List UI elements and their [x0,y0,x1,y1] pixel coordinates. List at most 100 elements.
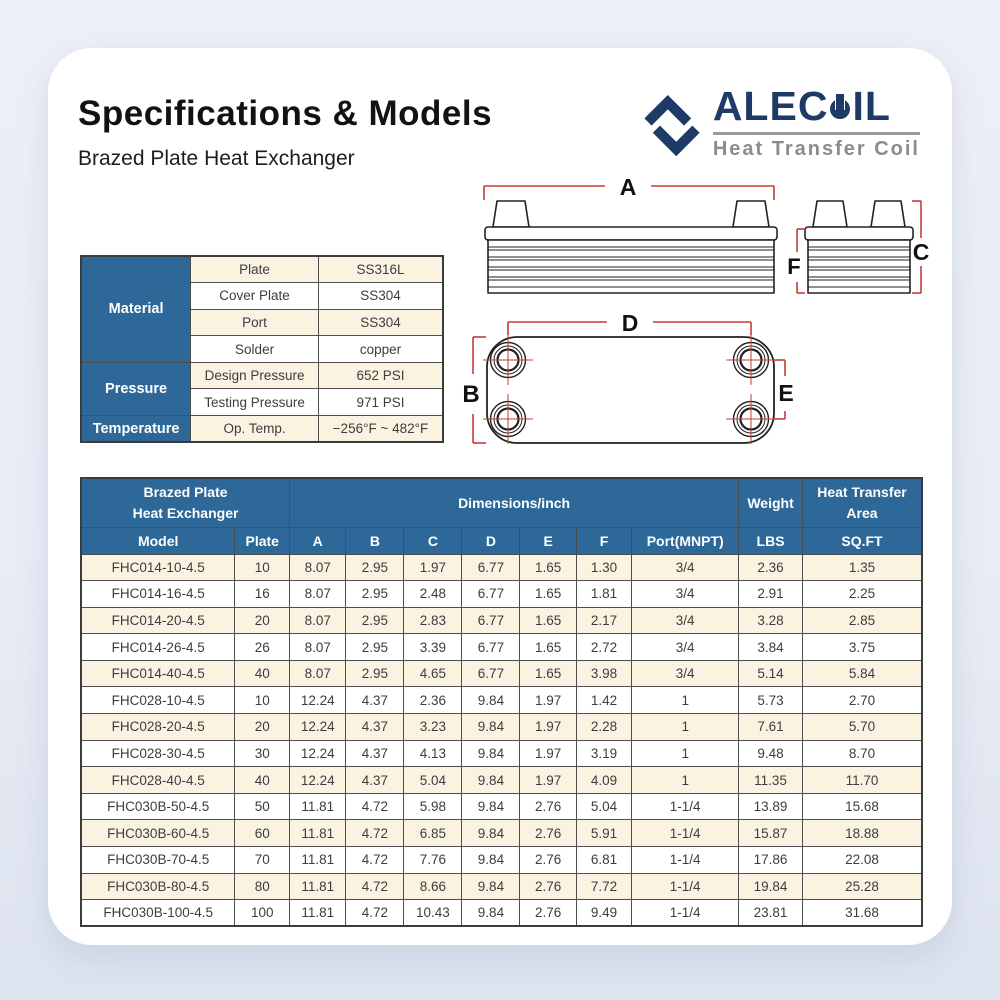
cell-b: 2.95 [345,659,405,688]
cell-plate: 16 [234,580,291,608]
cell-d: 6.77 [461,659,521,688]
material-properties-table: Material Plate SS316L Cover Plate SS304 Port S… [80,255,444,444]
cell-d: 6.77 [461,553,521,582]
property-name: Cover Plate [190,282,319,310]
cell-f: 2.17 [575,606,633,635]
cell-port-mnpt: 1 [631,713,740,741]
header-heat-transfer-area: Heat Transfer Area [802,477,923,528]
cell-f: 1.81 [575,580,633,608]
cell-sq-ft: 3.75 [802,633,923,661]
column-header-b: B [345,526,405,555]
cell-a: 8.07 [289,606,347,635]
column-header-plate: Plate [234,526,291,555]
end-view-plates [808,246,910,288]
dim-label-f: F [787,254,800,279]
cell-d: 9.84 [461,739,521,768]
cell-lbs: 13.89 [738,792,803,821]
property-name: Op. Temp. [190,415,319,443]
cell-plate: 10 [234,686,291,715]
spec-row-fhc014-26-4-5: FHC014-26-4.5 26 8.07 2.95 3.39 6.77 1.65 2.72 3… [80,633,923,661]
cell-b: 4.37 [345,739,405,768]
cell-model: FHC014-16-4.5 [80,580,236,608]
spec-row-fhc028-40-4-5: FHC028-40-4.5 40 12.24 4.37 5.04 9.84 1.97 4.09… [80,766,923,794]
cell-plate: 26 [234,633,291,661]
header-weight: Weight [738,477,803,528]
cell-lbs: 19.84 [738,872,803,901]
spec-row-fhc028-10-4-5: FHC028-10-4.5 10 12.24 4.37 2.36 9.84 1.97 1.42… [80,686,923,715]
cell-a: 11.81 [289,846,347,874]
cell-lbs: 23.81 [738,899,803,927]
cell-plate: 50 [234,792,291,821]
column-header-port-mnpt: Port(MNPT) [631,526,740,555]
spec-sheet-card: Specifications & Models Brazed Plate Hea… [48,48,952,945]
cell-model: FHC028-10-4.5 [80,686,236,715]
property-name: Port [190,308,319,337]
property-name: Plate [190,255,319,284]
spec-columns-row: Model Plate A B C D E F Port(MNPT) LBS SQ.FT [80,526,923,555]
cell-d: 9.84 [461,872,521,901]
cell-sq-ft: 25.28 [802,872,923,901]
cell-plate: 70 [234,846,291,874]
cell-model: FHC030B-50-4.5 [80,792,236,821]
cell-f: 2.28 [575,713,633,741]
cell-lbs: 2.36 [738,553,803,582]
cell-a: 8.07 [289,633,347,661]
cell-d: 9.84 [461,819,521,848]
property-value: −256°F ~ 482°F [317,415,444,443]
dimension-diagram: A [462,174,929,444]
cell-f: 1.30 [575,553,633,582]
spec-row-fhc030b-60-4-5: FHC030B-60-4.5 60 11.81 4.72 6.85 9.84 2.76 5.9… [80,819,923,848]
column-header-sq-ft: SQ.FT [802,526,923,555]
property-name: Testing Pressure [190,388,319,417]
cell-b: 4.72 [345,899,405,927]
cell-c: 2.48 [403,580,463,608]
cell-model: FHC028-30-4.5 [80,739,236,768]
cell-c: 8.66 [403,872,463,901]
page-title: Specifications & Models [78,94,493,133]
cell-c: 5.98 [403,792,463,821]
cell-port-mnpt: 1-1/4 [631,846,740,874]
cell-c: 6.85 [403,819,463,848]
page-subtitle: Brazed Plate Heat Exchanger [78,147,355,170]
cell-port-mnpt: 1-1/4 [631,899,740,927]
column-header-lbs: LBS [738,526,803,555]
cell-sq-ft: 5.84 [802,659,923,688]
cell-b: 2.95 [345,553,405,582]
cell-a: 12.24 [289,766,347,794]
property-value: 971 PSI [317,388,444,417]
cell-sq-ft: 1.35 [802,553,923,582]
cell-b: 2.95 [345,633,405,661]
spec-row-fhc014-40-4-5: FHC014-40-4.5 40 8.07 2.95 4.65 6.77 1.65 3.98 3… [80,659,923,688]
cell-lbs: 3.28 [738,606,803,635]
cell-e: 1.65 [519,659,577,688]
cell-model: FHC014-20-4.5 [80,606,236,635]
spec-row-fhc030b-50-4-5: FHC030B-50-4.5 50 11.81 4.72 5.98 9.84 2.76 5.0… [80,792,923,821]
cell-f: 9.49 [575,899,633,927]
cell-d: 6.77 [461,633,521,661]
cell-d: 9.84 [461,686,521,715]
props-row: Temperature Op. Temp. −256°F ~ 482°F [80,415,444,443]
power-o-icon [830,99,851,119]
cell-port-mnpt: 1-1/4 [631,819,740,848]
property-value: SS304 [317,282,444,310]
cell-port-mnpt: 1 [631,739,740,768]
cell-model: FHC014-40-4.5 [80,659,236,688]
cell-d: 6.77 [461,580,521,608]
cell-port-mnpt: 1 [631,766,740,794]
cell-port-mnpt: 1-1/4 [631,872,740,901]
cell-a: 11.81 [289,819,347,848]
cell-f: 5.91 [575,819,633,848]
column-header-model: Model [80,526,236,555]
cell-sq-ft: 8.70 [802,739,923,768]
cell-sq-ft: 2.85 [802,606,923,635]
dim-f-lines [796,228,805,294]
cell-lbs: 17.86 [738,846,803,874]
cell-d: 9.84 [461,846,521,874]
spec-row-fhc030b-100-4-5: FHC030B-100-4.5 100 11.81 4.72 10.43 9.84 2.76… [80,899,923,927]
cell-plate: 30 [234,739,291,768]
cell-c: 4.13 [403,739,463,768]
cell-c: 4.65 [403,659,463,688]
cell-lbs: 15.87 [738,819,803,848]
cell-a: 12.24 [289,713,347,741]
dim-label-a: A [620,174,637,200]
